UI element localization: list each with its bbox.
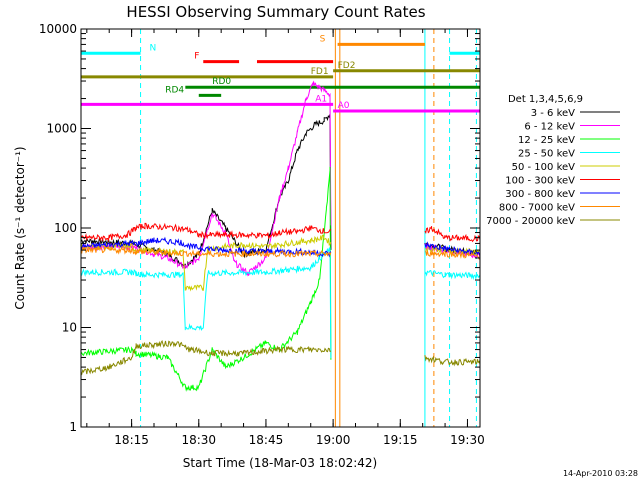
flag-label-fd1: FD1 [311, 67, 329, 77]
x-tick-label-1: 18:30 [181, 433, 216, 447]
series-line-2-0 [81, 166, 332, 392]
series-line-8-1 [424, 355, 480, 367]
series-line-3-0 [81, 247, 332, 359]
series-lines [81, 80, 480, 392]
x-tick-label-3: 19:00 [316, 433, 351, 447]
flag-label-a1: A1 [315, 94, 327, 104]
x-axis: 18:15 18:30 18:45 19:00 19:15 19:30 [86, 29, 485, 447]
y-axis-label: Count Rate (s⁻¹ detector⁻¹) [13, 146, 27, 309]
x-tick-label-0: 18:15 [114, 433, 149, 447]
x-tick-label-2: 18:45 [249, 433, 284, 447]
chart-title: HESSI Observing Summary Count Rates [126, 3, 425, 21]
legend-label-2: 12 - 25 keV [518, 135, 575, 146]
x-axis-label: Start Time (18-Mar-03 18:02:42) [183, 456, 377, 470]
legend-label-5: 100 - 300 keV [505, 176, 575, 187]
legend-label-6: 300 - 800 keV [505, 189, 575, 200]
y-axis: 1 10 100 1000 10000 [39, 22, 480, 434]
timestamp: 14-Apr-2010 03:28 [563, 469, 638, 478]
x-tick-label-4: 19:15 [383, 433, 418, 447]
series-line-7-1 [424, 250, 480, 260]
legend-label-0: 3 - 6 keV [531, 108, 575, 119]
series-line-7-0 [81, 245, 332, 258]
legend-label-3: 25 - 50 keV [518, 149, 575, 160]
y-tick-label-0: 1 [69, 420, 77, 434]
x-tick-label-5: 19:30 [450, 433, 485, 447]
series-line-5-1 [424, 226, 480, 243]
flag-label-rd0: RD0 [212, 77, 231, 87]
series-line-0-0 [81, 113, 332, 269]
series-line-3-1 [424, 270, 480, 281]
flag-label-n: N [150, 43, 157, 53]
y-tick-label-4: 10000 [39, 22, 77, 36]
y-tick-label-3: 1000 [46, 122, 77, 136]
y-tick-label-1: 10 [62, 321, 77, 335]
legend-label-8: 7000 - 20000 keV [486, 216, 575, 227]
legend: Det 1,3,4,5,6,9 3 - 6 keV 6 - 12 keV 12 - … [486, 94, 620, 227]
legend-label-4: 50 - 100 keV [512, 162, 576, 173]
series-line-5-0 [81, 222, 332, 243]
flag-label-a0: A0 [338, 101, 350, 111]
flag-label-f: F [194, 52, 199, 62]
series-line-8-0 [81, 340, 332, 376]
series-line-6-0 [81, 236, 332, 258]
flag-label-s: S [320, 34, 326, 44]
legend-title: Det 1,3,4,5,6,9 [508, 94, 583, 105]
series-line-4-0 [81, 234, 332, 292]
legend-label-1: 6 - 12 keV [524, 122, 575, 133]
flag-label-fd2: FD2 [338, 61, 356, 71]
flag-label-rd4: RD4 [165, 85, 184, 95]
legend-label-7: 800 - 7000 keV [499, 203, 575, 214]
series-line-6-1 [424, 241, 480, 256]
y-tick-label-2: 100 [54, 221, 77, 235]
flag-lines: N F FD1 FD2 S RD0 RD4 A1 A0 [81, 29, 480, 427]
